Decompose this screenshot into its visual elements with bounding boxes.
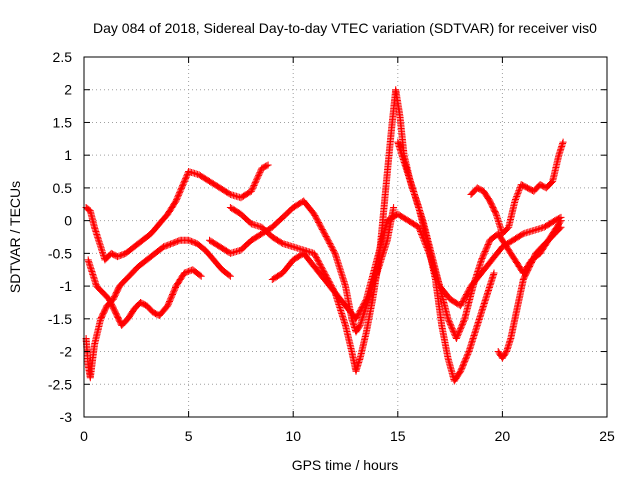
series-arc-8 xyxy=(467,138,567,238)
data-point-marker xyxy=(327,241,335,249)
data-point-marker xyxy=(512,196,519,203)
data-point-marker xyxy=(453,333,461,341)
y-tick-label: 0 xyxy=(64,213,72,229)
data-point-marker xyxy=(514,190,522,198)
data-point-marker xyxy=(557,217,565,225)
y-tick-label: -2 xyxy=(60,344,73,360)
data-point-marker xyxy=(248,186,256,194)
x-tick-label: 20 xyxy=(495,428,511,444)
data-point-marker xyxy=(255,170,263,178)
chart-title: Day 084 of 2018, Sidereal Day-to-day VTE… xyxy=(93,20,597,36)
x-axis-label: GPS time / hours xyxy=(292,457,399,473)
y-tick-label: -1.5 xyxy=(48,311,72,327)
data-point-marker xyxy=(330,248,338,256)
data-point-marker xyxy=(559,138,567,146)
y-tick-label: -0.5 xyxy=(48,245,72,261)
data-point-marker xyxy=(452,335,460,342)
data-point-marker xyxy=(515,187,523,195)
y-axis-label: SDTVAR / TECUs xyxy=(7,181,23,293)
series-arc-1 xyxy=(82,161,272,264)
data-point-marker xyxy=(516,185,523,193)
data-point-marker xyxy=(513,191,521,199)
data-point-marker xyxy=(251,179,259,187)
data-point-marker xyxy=(256,169,264,177)
y-tick-label: -2.5 xyxy=(48,376,72,392)
data-point-marker xyxy=(415,223,423,231)
series-arc-7 xyxy=(394,138,565,342)
x-tick-label: 15 xyxy=(390,428,406,444)
y-tick-label: -1 xyxy=(60,278,73,294)
x-tick-label: 0 xyxy=(80,428,88,444)
data-point-marker xyxy=(249,183,257,191)
axis-ticks: -3 -2.5 -2 -1.5 -1 -0.5 0 0.5 1 1.5 2 2.5 0 5 10 15 20 25 xyxy=(48,49,615,444)
x-tick-label: 25 xyxy=(599,428,615,444)
y-tick-label: 1.5 xyxy=(53,114,73,130)
data-point-marker xyxy=(557,223,565,231)
data-point-marker xyxy=(490,269,498,277)
y-tick-label: 1 xyxy=(64,147,72,163)
x-tick-label: 5 xyxy=(185,428,193,444)
data-point-marker xyxy=(464,350,472,358)
data-point-marker xyxy=(254,173,262,181)
data-point-marker xyxy=(362,297,370,305)
data-point-marker xyxy=(512,194,520,202)
data-marks xyxy=(82,86,567,385)
y-tick-label: 2.5 xyxy=(53,49,73,65)
data-point-marker xyxy=(326,240,334,247)
data-point-marker xyxy=(264,161,272,169)
y-tick-label: 0.5 xyxy=(53,180,73,196)
data-point-marker xyxy=(556,218,564,226)
data-point-marker xyxy=(252,177,260,185)
data-point-marker xyxy=(556,224,564,232)
series-arc-9 xyxy=(494,223,565,362)
data-point-marker xyxy=(247,187,255,195)
data-point-marker xyxy=(463,352,471,360)
series-arc-3 xyxy=(84,256,205,329)
data-point-marker xyxy=(225,271,233,279)
data-point-marker xyxy=(263,162,271,170)
data-point-marker xyxy=(390,204,398,211)
y-tick-label: -3 xyxy=(60,409,73,425)
data-point-marker xyxy=(183,172,191,180)
data-point-marker xyxy=(197,272,205,280)
plot-frame xyxy=(83,56,608,418)
data-point-marker xyxy=(250,182,258,189)
data-point-marker xyxy=(253,174,261,182)
data-point-marker xyxy=(460,316,468,324)
y-tick-label: 2 xyxy=(64,82,72,98)
data-point-marker xyxy=(226,272,234,280)
x-tick-label: 10 xyxy=(285,428,301,444)
data-point-marker xyxy=(196,271,204,279)
